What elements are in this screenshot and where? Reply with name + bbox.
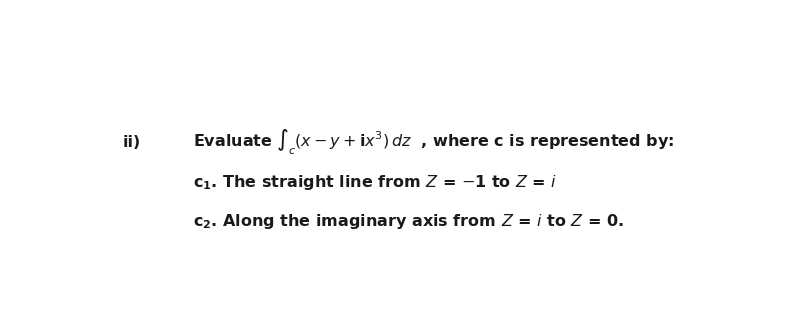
Text: ii): ii)	[123, 134, 141, 150]
Text: $\mathbf{c_2}$. Along the imaginary axis from $Z$ = $i$ to $Z$ = 0.: $\mathbf{c_2}$. Along the imaginary axis…	[193, 212, 624, 231]
Text: $\mathbf{c_1}$. The straight line from $Z$ = $-$1 to $Z$ = $i$: $\mathbf{c_1}$. The straight line from $…	[193, 174, 558, 193]
Text: Evaluate $\int_{c}(x - y + \mathbf{i}x^3)\,dz$  , where c is represented by:: Evaluate $\int_{c}(x - y + \mathbf{i}x^3…	[193, 127, 675, 157]
